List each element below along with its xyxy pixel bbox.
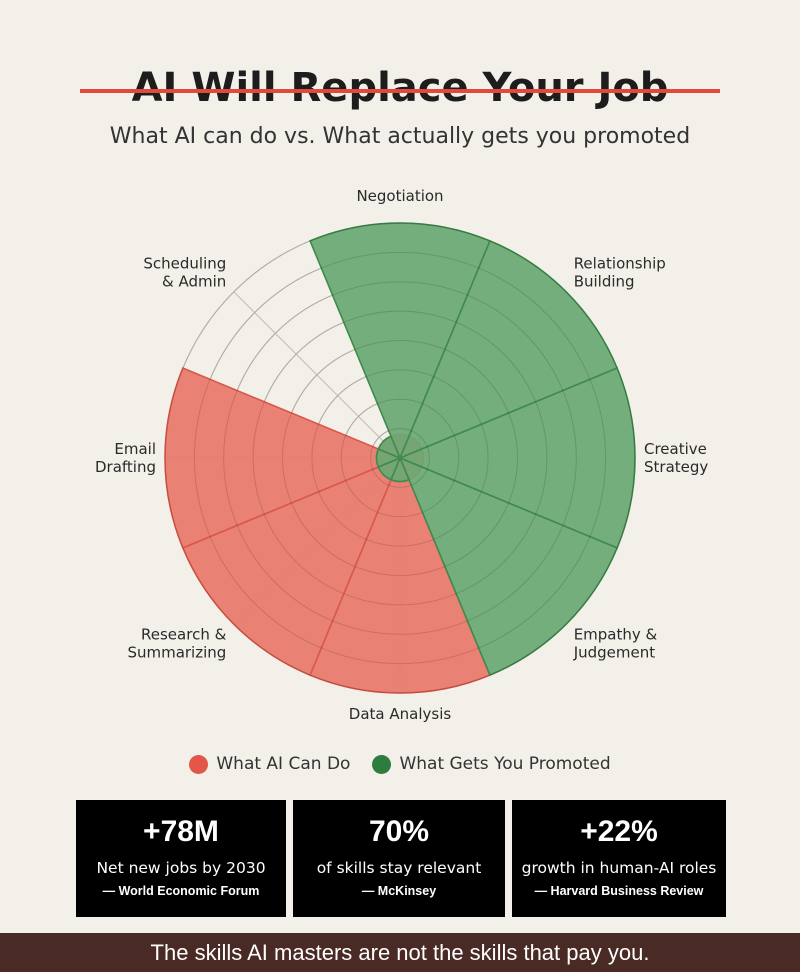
- axis-label-line: Data Analysis: [349, 705, 452, 723]
- footer-tagline: The skills AI masters are not the skills…: [0, 933, 800, 972]
- legend-marker-ai: [189, 754, 209, 774]
- radar-grid-overlay: [311, 369, 489, 547]
- axis-label-line: Judgement: [573, 643, 656, 661]
- radar-sector-ai: [309, 455, 491, 694]
- axis-label: Creative Strategy: [644, 440, 708, 476]
- radar-sector-promoted: [397, 367, 636, 549]
- axis-label-line: Negotiation: [356, 187, 443, 205]
- axis-label: Data Analysis: [349, 705, 452, 723]
- chart-legend: What AI Can Do What Gets You Promoted: [0, 752, 800, 776]
- legend-label-ai: What AI Can Do: [216, 754, 351, 774]
- legend-item-ai: What AI Can Do: [189, 754, 350, 774]
- radar-grid-overlay: [252, 310, 548, 606]
- radar-sector-promoted: [309, 222, 491, 461]
- axis-label-line: Drafting: [95, 458, 156, 476]
- axis-label: Relationship Building: [574, 255, 666, 291]
- title-block: AI Will Replace Your Job: [0, 60, 800, 116]
- axis-label-line: Building: [574, 273, 635, 291]
- axis-label-line: Summarizing: [127, 643, 226, 661]
- axis-label-line: Creative: [644, 440, 707, 458]
- radar-series: [164, 222, 636, 694]
- stat-source: — McKinsey: [361, 884, 437, 898]
- radar-grid-overlay: [193, 251, 607, 665]
- axis-label-line: Empathy &: [574, 625, 658, 643]
- stat-description: Net new jobs by 2030: [96, 859, 266, 877]
- radar-grid-overlay: [223, 281, 577, 635]
- legend-label-promoted: What Gets You Promoted: [399, 754, 611, 774]
- radar-sector-ai: [181, 456, 402, 677]
- axis-label-line: Email: [114, 440, 156, 458]
- axis-label: Empathy & Judgement: [573, 625, 658, 661]
- stat-card-jobs: +78M Net new jobs by 2030 — World Econom…: [76, 800, 286, 917]
- stat-card-roles: +22% growth in human-AI roles — Harvard …: [512, 800, 726, 917]
- legend-marker-promoted: [372, 754, 392, 774]
- radar-grid-overlay: [370, 428, 430, 488]
- stat-source: — World Economic Forum: [102, 884, 260, 898]
- radar-sector-promoted: [377, 435, 402, 460]
- axis-label: Research & Summarizing: [127, 625, 226, 661]
- radar-grid-overlay: [164, 222, 636, 694]
- page-subtitle: What AI can do vs. What actually gets yo…: [109, 124, 691, 149]
- axis-label: Negotiation: [356, 187, 443, 205]
- axis-label: Email Drafting: [95, 440, 156, 476]
- stat-value: 70%: [368, 815, 430, 848]
- radar-grid-overlay: [282, 340, 518, 576]
- axis-label-line: Research &: [141, 625, 227, 643]
- stat-value: +22%: [580, 815, 658, 848]
- radar-spoke: [233, 291, 401, 459]
- axis-label-line: Strategy: [644, 458, 708, 476]
- stat-description: of skills stay relevant: [316, 859, 482, 877]
- stat-card-skills: 70% of skills stay relevant — McKinsey: [293, 800, 505, 917]
- radar-sector-ai: [164, 367, 403, 549]
- radar-sector-promoted: [398, 239, 619, 460]
- axis-label-line: Scheduling: [143, 255, 226, 273]
- axis-label-line: & Admin: [162, 273, 226, 291]
- axis-label-line: Relationship: [574, 255, 666, 273]
- stat-source: — Harvard Business Review: [534, 884, 704, 898]
- stat-description: growth in human-AI roles: [521, 859, 717, 877]
- radar-sector-promoted: [398, 456, 619, 677]
- page-title: AI Will Replace Your Job: [131, 65, 669, 111]
- radar-grid-overlay: [340, 398, 460, 518]
- legend-item-promoted: What Gets You Promoted: [372, 754, 611, 774]
- axis-label: Scheduling & Admin: [143, 255, 226, 291]
- title-strikethrough: [80, 89, 720, 93]
- stat-value: +78M: [143, 815, 219, 848]
